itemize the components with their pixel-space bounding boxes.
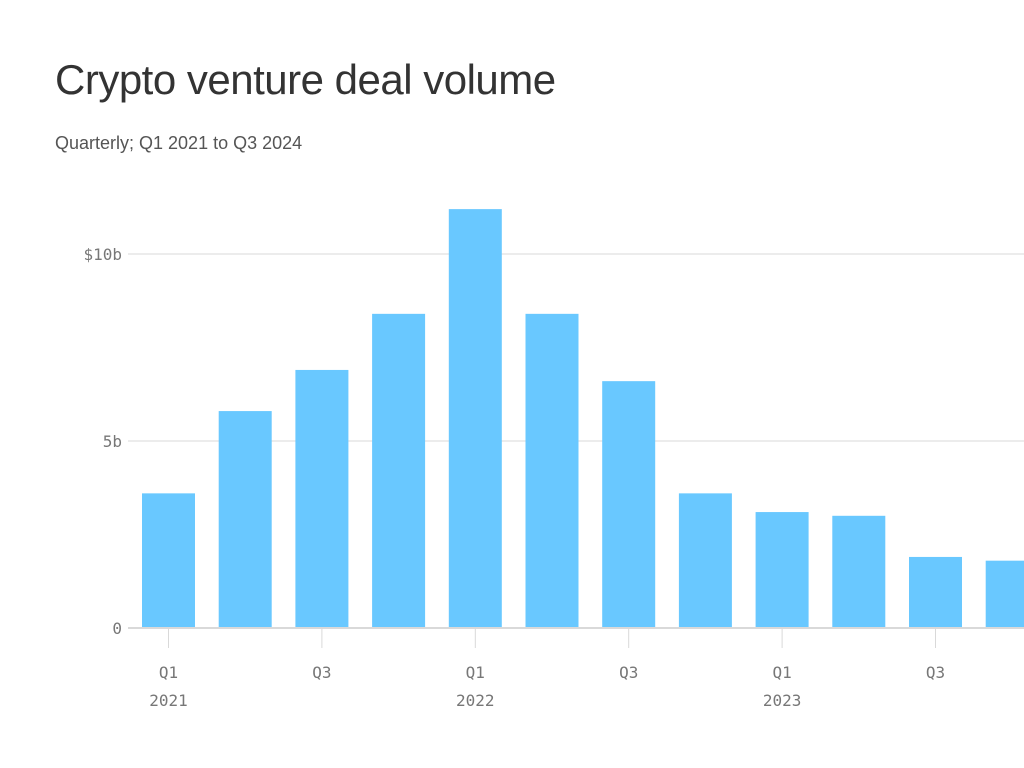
bar-q1-2022 [448,209,502,628]
x-tick-label: Q1 [772,663,791,682]
bar-q3-2023 [909,556,962,628]
bar-q4-2022 [678,493,732,628]
bar-q3-2021 [295,369,349,628]
x-tick-year: 2023 [763,691,802,710]
bar-q4-2023 [985,560,1024,628]
bar-q3-2022 [602,381,656,628]
x-tick-label: Q3 [312,663,331,682]
chart-subtitle: Quarterly; Q1 2021 to Q3 2024 [55,133,303,153]
x-tick-year: 2021 [149,691,188,710]
bar-q2-2021 [218,411,272,628]
y-tick-label: 0 [112,619,122,638]
x-tick-year: 2022 [456,691,495,710]
y-tick-label: 5b [103,432,122,451]
bar-q1-2023 [755,512,809,628]
x-tick-label: Q1 [466,663,485,682]
x-tick-label: Q3 [926,663,945,682]
bar-q2-2022 [525,313,579,628]
bar-q4-2021 [372,313,426,628]
bar-q1-2021 [142,493,195,628]
chart-title: Crypto venture deal volume [55,56,556,103]
x-tick-label: Q1 [159,663,178,682]
y-tick-label: $10b [83,245,122,264]
bar-q2-2023 [832,515,886,628]
x-tick-label: Q3 [619,663,638,682]
